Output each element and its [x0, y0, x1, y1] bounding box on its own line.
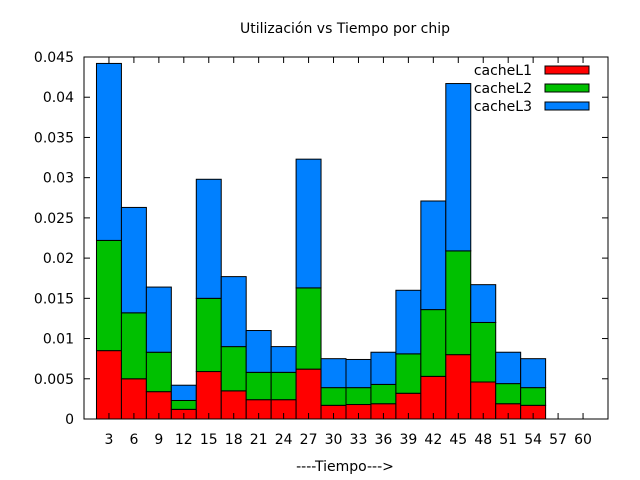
legend-swatch-cacheL3: [544, 101, 590, 111]
bar-cacheL3-27: [295, 158, 322, 289]
y-axis: 0 0.005 0.01 0.015 0.02 0.025 0.03 0.035 0.04 0.0…: [34, 50, 608, 428]
y-tick-label: 0.04: [43, 90, 74, 106]
bar-cacheL1-15: [195, 371, 222, 420]
y-tick-label: 0.025: [34, 211, 74, 227]
x-tick-label: 24: [275, 432, 293, 448]
legend-label-cacheL2: cacheL2: [474, 81, 532, 97]
bar-cacheL2-9: [145, 351, 172, 393]
bar-cacheL3-24: [270, 346, 297, 373]
bar-cacheL3-12: [170, 384, 197, 401]
legend-label-cacheL1: cacheL1: [474, 63, 532, 79]
bar-cacheL2-27: [295, 287, 322, 370]
bar-cacheL2-3: [95, 239, 122, 352]
bar-cacheL2-48: [470, 321, 497, 383]
x-tick-label: 45: [449, 432, 467, 448]
y-tick-label: 0.03: [43, 171, 74, 187]
x-tick-label: 54: [524, 432, 542, 448]
bar-cacheL1-42: [420, 375, 447, 420]
x-tick-label: 51: [499, 432, 517, 448]
y-tick-label: 0.005: [34, 372, 74, 388]
bar-cacheL3-51: [495, 351, 522, 385]
bar-cacheL3-15: [195, 178, 222, 299]
bar-cacheL3-3: [95, 62, 122, 241]
bar-cacheL3-48: [470, 284, 497, 323]
x-tick-label: 33: [350, 432, 368, 448]
bar-cacheL3-9: [145, 286, 172, 353]
y-tick-label: 0.02: [43, 251, 74, 267]
y-tick-label: 0: [65, 412, 74, 428]
bar-cacheL2-36: [370, 383, 397, 405]
bar-cacheL1-6: [120, 378, 147, 420]
bar-cacheL2-21: [245, 371, 272, 401]
legend-swatch-cacheL1: [544, 65, 590, 75]
x-tick-label: 39: [399, 432, 417, 448]
bar-cacheL1-27: [295, 368, 322, 420]
bar-cacheL3-18: [220, 276, 247, 348]
x-tick-label: 15: [200, 432, 218, 448]
bar-cacheL2-54: [520, 387, 547, 406]
bar-cacheL1-3: [95, 350, 122, 420]
x-tick-label: 3: [104, 432, 113, 448]
x-tick-label: 12: [175, 432, 193, 448]
x-tick-label: 57: [549, 432, 567, 448]
bar-cacheL3-33: [345, 358, 372, 389]
bar-cacheL3-54: [520, 358, 547, 389]
y-tick-label: 0.035: [34, 130, 74, 146]
legend-label-cacheL3: cacheL3: [474, 99, 532, 115]
x-tick-label: 9: [154, 432, 163, 448]
bar-cacheL2-51: [495, 383, 522, 405]
bar-cacheL1-45: [445, 354, 472, 420]
y-tick-label: 0.045: [34, 50, 74, 66]
bar-cacheL2-39: [395, 353, 422, 394]
y-tick-label: 0.01: [43, 332, 74, 348]
legend-swatch-cacheL2: [544, 83, 590, 93]
bar-cacheL3-21: [245, 330, 272, 373]
bars-group: [95, 62, 547, 420]
x-tick-label: 30: [325, 432, 343, 448]
x-tick-label: 60: [574, 432, 592, 448]
bar-cacheL2-24: [270, 371, 297, 401]
bar-cacheL2-15: [195, 297, 222, 373]
chart-title: Utilización vs Tiempo por chip: [240, 21, 450, 37]
x-axis: 3 6 9 12 15 18 21 24 27 30 33 36 39 42 45 48 51 54 57 60: [104, 57, 592, 448]
bar-cacheL2-45: [445, 250, 472, 356]
bar-cacheL3-36: [370, 351, 397, 385]
bar-cacheL3-39: [395, 289, 422, 355]
bar-cacheL2-12: [170, 399, 197, 410]
bar-cacheL2-6: [120, 312, 147, 380]
x-tick-label: 21: [250, 432, 268, 448]
bar-cacheL3-42: [420, 200, 447, 311]
y-tick-label: 0.015: [34, 291, 74, 307]
x-tick-label: 18: [225, 432, 243, 448]
x-tick-label: 27: [300, 432, 318, 448]
x-tick-label: 42: [424, 432, 442, 448]
x-axis-label: ----Tiempo--->: [296, 459, 394, 475]
x-tick-label: 6: [129, 432, 138, 448]
bar-cacheL3-45: [445, 83, 472, 252]
x-tick-label: 36: [375, 432, 393, 448]
legend: cacheL1 cacheL2 cacheL3: [474, 63, 590, 115]
bar-cacheL2-42: [420, 309, 447, 377]
x-tick-label: 48: [474, 432, 492, 448]
bar-cacheL2-30: [320, 387, 347, 406]
plot-frame: [83, 56, 609, 420]
bar-cacheL3-30: [320, 358, 347, 389]
bar-cacheL2-33: [345, 387, 372, 406]
bar-cacheL2-18: [220, 346, 247, 392]
bar-cacheL3-6: [120, 206, 147, 314]
